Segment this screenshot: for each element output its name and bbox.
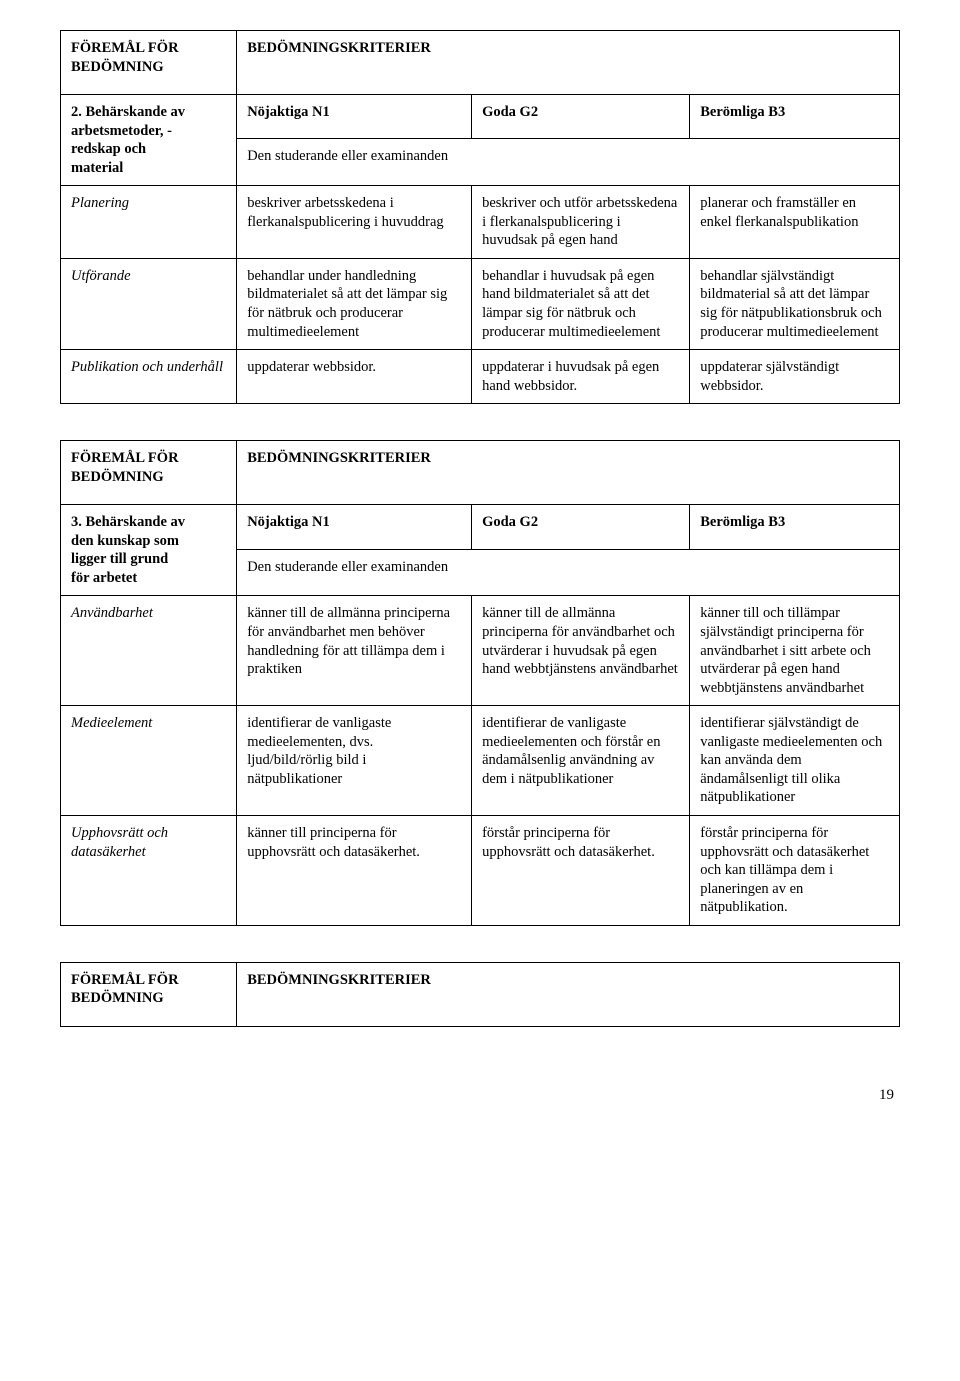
t1-row1-label: Utförande: [61, 258, 237, 349]
t2-row2-n1: känner till principerna för upphovsrätt …: [237, 815, 472, 925]
t1-header-left: FÖREMÅL FÖR BEDÖMNING: [61, 31, 237, 95]
t1-row0-n1: beskriver arbetsskedena i flerkanalspubl…: [237, 186, 472, 259]
page-number: 19: [60, 1087, 900, 1104]
t2-row1-b3: identifierar självständigt de vanligaste…: [690, 706, 900, 816]
table-row: Upphovsrätt och datasäkerhet känner till…: [61, 815, 900, 925]
t2-col-b3: Berömliga B3: [690, 505, 900, 549]
t1-section-label: 2. Behärskande av arbetsmetoder, - redsk…: [61, 95, 237, 186]
table-row: Medieelement identifierar de vanligaste …: [61, 706, 900, 816]
t1-row0-g2: beskriver och utför arbetsskedena i fler…: [472, 186, 690, 259]
t1-row0-label: Planering: [61, 186, 237, 259]
assessment-table-1: FÖREMÅL FÖR BEDÖMNING BEDÖMNINGSKRITERIE…: [60, 30, 900, 404]
t3-header-right: BEDÖMNINGSKRITERIER: [237, 962, 900, 1026]
t1-header-left-line1: FÖREMÅL FÖR: [71, 40, 179, 56]
t2-row2-b3: förstår principerna för upphovsrätt och …: [690, 815, 900, 925]
t2-row0-g2: känner till de allmänna principerna för …: [472, 596, 690, 706]
t1-row1-g2: behandlar i huvudsak på egen hand bildma…: [472, 258, 690, 349]
t1-row2-g2: uppdaterar i huvudsak på egen hand webbs…: [472, 350, 690, 404]
t1-header-right: BEDÖMNINGSKRITERIER: [237, 31, 900, 95]
assessment-table-2: FÖREMÅL FÖR BEDÖMNING BEDÖMNINGSKRITERIE…: [60, 440, 900, 925]
t1-row2-b3: uppdaterar självständigt webbsidor.: [690, 350, 900, 404]
t1-row2-label: Publikation och underhåll: [61, 350, 237, 404]
t1-row1-n1: behandlar under handledning bildmaterial…: [237, 258, 472, 349]
assessment-table-3: FÖREMÅL FÖR BEDÖMNING BEDÖMNINGSKRITERIE…: [60, 962, 900, 1027]
t2-col-g2: Goda G2: [472, 505, 690, 549]
table-row: Utförande behandlar under handledning bi…: [61, 258, 900, 349]
t2-section-label: 3. Behärskande av den kunskap som ligger…: [61, 505, 237, 596]
t1-row2-n1: uppdaterar webbsidor.: [237, 350, 472, 404]
t2-row0-label: Användbarhet: [61, 596, 237, 706]
t1-row1-b3: behandlar självständigt bildmaterial så …: [690, 258, 900, 349]
t2-row1-g2: identifierar de vanligaste medieelemente…: [472, 706, 690, 816]
t1-col-g2: Goda G2: [472, 95, 690, 139]
t2-subheading: Den studerande eller examinanden: [237, 549, 900, 596]
t1-subheading: Den studerande eller examinanden: [237, 139, 900, 186]
t2-row1-label: Medieelement: [61, 706, 237, 816]
t2-row0-b3: känner till och tillämpar självständigt …: [690, 596, 900, 706]
t1-col-b3: Berömliga B3: [690, 95, 900, 139]
table-row: Publikation och underhåll uppdaterar web…: [61, 350, 900, 404]
table-row: Användbarhet känner till de allmänna pri…: [61, 596, 900, 706]
t2-col-n1: Nöjaktiga N1: [237, 505, 472, 549]
t1-row0-b3: planerar och framställer en enkel flerka…: [690, 186, 900, 259]
t1-col-n1: Nöjaktiga N1: [237, 95, 472, 139]
t2-row2-g2: förstår principerna för upphovsrätt och …: [472, 815, 690, 925]
t2-row1-n1: identifierar de vanligaste medieelemente…: [237, 706, 472, 816]
t2-row2-label: Upphovsrätt och datasäkerhet: [61, 815, 237, 925]
table-row: Planering beskriver arbetsskedena i fler…: [61, 186, 900, 259]
t3-header-left: FÖREMÅL FÖR BEDÖMNING: [61, 962, 237, 1026]
t2-header-left: FÖREMÅL FÖR BEDÖMNING: [61, 441, 237, 505]
t1-header-left-line2: BEDÖMNING: [71, 59, 164, 75]
t2-header-right: BEDÖMNINGSKRITERIER: [237, 441, 900, 505]
t2-row0-n1: känner till de allmänna principerna för …: [237, 596, 472, 706]
